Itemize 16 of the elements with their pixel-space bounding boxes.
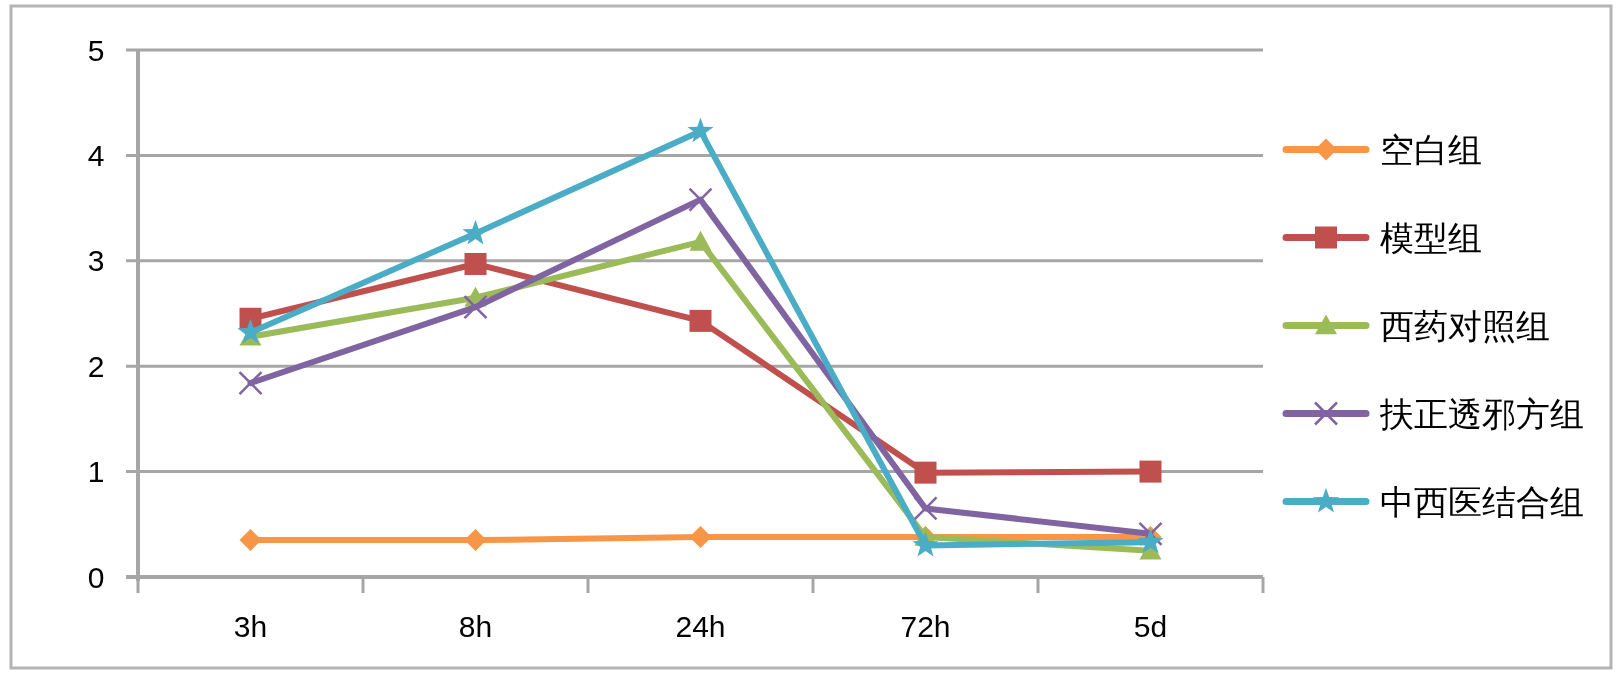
- x-tick-label: 5d: [1133, 609, 1168, 643]
- y-tick-label: 5: [87, 33, 105, 67]
- legend-label: 空白组: [1380, 129, 1482, 170]
- y-tick-label: 1: [87, 455, 105, 489]
- y-tick-label: 4: [87, 138, 105, 172]
- legend-label: 扶正透邪方组: [1380, 393, 1584, 434]
- x-tick-label: 3h: [233, 609, 268, 643]
- y-tick-label: 2: [87, 349, 105, 383]
- legend-label: 中西医结合组: [1380, 481, 1584, 522]
- x-tick-label: 72h: [900, 609, 951, 643]
- legend-label: 模型组: [1380, 217, 1482, 258]
- x-tick-label: 24h: [675, 609, 726, 643]
- legend-label: 西药对照组: [1380, 305, 1550, 346]
- y-tick-label: 0: [87, 560, 105, 594]
- x-tick-label: 8h: [458, 609, 493, 643]
- y-tick-label: 3: [87, 244, 105, 278]
